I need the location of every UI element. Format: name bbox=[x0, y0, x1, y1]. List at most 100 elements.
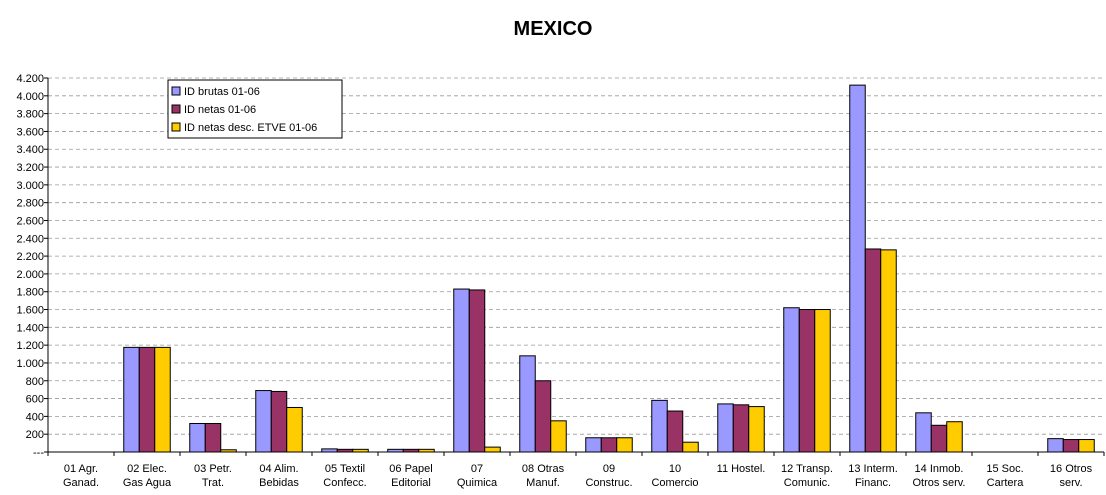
bar bbox=[255, 390, 272, 453]
y-tick-label: 400 bbox=[26, 411, 44, 423]
bar bbox=[585, 437, 602, 453]
legend-swatch bbox=[171, 104, 181, 114]
x-tick-label: Cartera bbox=[987, 477, 1025, 489]
x-tick-label: 15 Soc. bbox=[986, 463, 1023, 475]
legend-swatch bbox=[171, 86, 181, 96]
bar bbox=[484, 446, 501, 453]
bar bbox=[453, 288, 470, 453]
y-tick-label: 3.800 bbox=[16, 109, 44, 121]
y-tick-label: 2.200 bbox=[16, 251, 44, 263]
y-tick-label: 200 bbox=[26, 429, 44, 441]
legend-label: ID netas desc. ETVE 01-06 bbox=[184, 122, 317, 134]
bars bbox=[123, 84, 1095, 453]
x-tick-label: 13 Interm. bbox=[848, 463, 898, 475]
y-tick-label: 600 bbox=[26, 394, 44, 406]
x-tick-label: 06 Papel bbox=[389, 463, 432, 475]
x-tick-label: Financ. bbox=[855, 477, 891, 489]
y-tick-label: 800 bbox=[26, 376, 44, 388]
x-tick-label: 04 Alim. bbox=[259, 463, 298, 475]
bar bbox=[270, 390, 288, 453]
bar bbox=[534, 380, 552, 453]
bar bbox=[849, 84, 866, 453]
y-tick-label: 3.000 bbox=[16, 180, 44, 192]
bar bbox=[930, 424, 948, 453]
bar bbox=[915, 412, 932, 453]
bar bbox=[204, 423, 222, 453]
y-tick-label: 2.800 bbox=[16, 198, 44, 210]
x-tick-label: Manuf. bbox=[526, 477, 560, 489]
y-tick-label: 1.200 bbox=[16, 340, 44, 352]
y-tick-label: 4.200 bbox=[16, 73, 44, 85]
legend-box bbox=[167, 79, 343, 139]
x-tick-label: Otros serv. bbox=[913, 477, 966, 489]
bar bbox=[123, 346, 140, 453]
x-tick-label: Quimica bbox=[457, 477, 498, 489]
x-tick-label: 03 Petr. bbox=[194, 463, 232, 475]
y-tick-label: 1.400 bbox=[16, 322, 44, 334]
bar bbox=[748, 406, 765, 453]
x-tick-label: 14 Inmob. bbox=[915, 463, 964, 475]
x-tick-label: Gas Agua bbox=[123, 477, 172, 489]
y-tick-label: 2.400 bbox=[16, 233, 44, 245]
bar bbox=[880, 249, 897, 453]
x-tick-label: 16 Otros bbox=[1050, 463, 1093, 475]
y-tick-label: 4.000 bbox=[16, 91, 44, 103]
bar bbox=[783, 307, 800, 453]
x-tick-label: 10 bbox=[669, 463, 681, 475]
y-axis: --- 200 400 600 800 1.000 1.200 1.400 1.600 1.800… bbox=[16, 73, 49, 459]
x-tick-label: 08 Otras bbox=[522, 463, 565, 475]
bar bbox=[189, 423, 206, 453]
bar bbox=[138, 346, 156, 453]
y-tick-label: 2.000 bbox=[16, 269, 44, 281]
x-tick-label: 01 Agr. bbox=[64, 463, 98, 475]
x-tick-label: Ganad. bbox=[63, 477, 99, 489]
bar bbox=[666, 410, 684, 453]
bar bbox=[468, 289, 486, 453]
bar bbox=[1047, 438, 1064, 453]
legend-label: ID netas 01-06 bbox=[184, 104, 256, 116]
x-tick-label: Confecc. bbox=[323, 477, 366, 489]
bar bbox=[717, 403, 734, 453]
y-tick-label: 1.000 bbox=[16, 358, 44, 370]
y-tick-label: 3.400 bbox=[16, 144, 44, 156]
y-tick-label: 3.200 bbox=[16, 162, 44, 174]
x-tick-label: Construc. bbox=[585, 477, 632, 489]
bar bbox=[616, 437, 633, 453]
bar bbox=[1078, 439, 1095, 453]
bar bbox=[814, 309, 831, 453]
legend-label: ID brutas 01-06 bbox=[184, 86, 260, 98]
y-tick-label: 3.600 bbox=[16, 126, 44, 138]
bar bbox=[798, 309, 816, 453]
bar bbox=[682, 441, 699, 453]
y-tick-label: --- bbox=[33, 447, 44, 459]
bar bbox=[651, 399, 668, 453]
bar bbox=[946, 421, 963, 453]
x-tick-label: Editorial bbox=[391, 477, 431, 489]
y-tick-label: 1.600 bbox=[16, 305, 44, 317]
bar bbox=[519, 355, 536, 453]
bar bbox=[864, 248, 882, 453]
chart-title: MEXICO bbox=[514, 18, 593, 40]
bar bbox=[600, 437, 618, 453]
x-tick-label: Trat. bbox=[202, 477, 224, 489]
legend: ID brutas 01-06 ID netas 01-06 ID netas de… bbox=[167, 79, 343, 139]
y-tick-label: 1.800 bbox=[16, 287, 44, 299]
legend-swatch bbox=[171, 122, 181, 132]
x-tick-label: Comunic. bbox=[784, 477, 830, 489]
x-tick-label: serv. bbox=[1059, 477, 1082, 489]
bar bbox=[154, 346, 171, 453]
bar bbox=[550, 420, 567, 453]
x-axis: 01 Agr. Ganad. 02 Elec. Gas Agua 03 Petr. Tra… bbox=[47, 451, 1105, 489]
x-tick-label: 09 bbox=[603, 463, 615, 475]
bar bbox=[732, 404, 750, 453]
x-tick-label: Comercio bbox=[651, 477, 698, 489]
x-tick-label: 02 Elec. bbox=[127, 463, 167, 475]
x-tick-label: 11 Hostel. bbox=[717, 463, 766, 475]
y-tick-label: 2.600 bbox=[16, 215, 44, 227]
x-tick-label: 12 Transp. bbox=[781, 463, 833, 475]
bar bbox=[1062, 439, 1080, 453]
bar bbox=[286, 406, 303, 453]
x-tick-label: 05 Textil bbox=[325, 463, 365, 475]
x-tick-label: 07 bbox=[471, 463, 483, 475]
